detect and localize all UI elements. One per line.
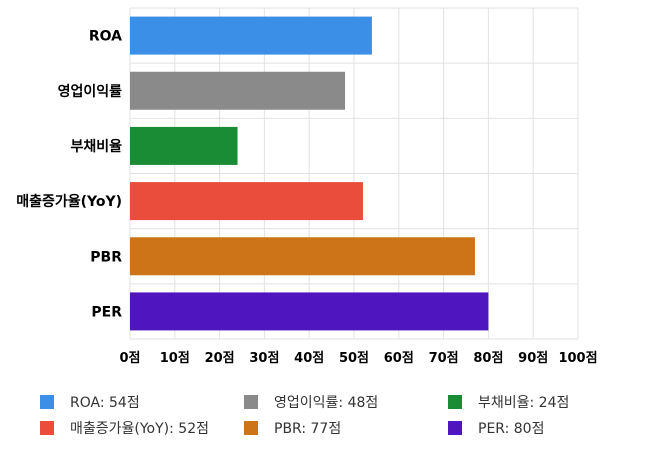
legend-swatch	[244, 395, 258, 409]
legend-item-roa: ROA: 54점	[40, 392, 244, 412]
bar	[130, 16, 372, 55]
x-tick-label: 0점	[119, 351, 140, 366]
x-tick-label: 90점	[518, 351, 548, 366]
bar	[130, 182, 363, 221]
x-tick-label: 60점	[384, 351, 414, 366]
legend-item-pbr: PBR: 77점	[244, 418, 448, 438]
category-label: 부채비율	[70, 138, 122, 155]
legend-label: 부채비율: 24점	[478, 395, 570, 411]
legend-item-debt-ratio: 부채비율: 24점	[448, 392, 638, 412]
category-label: 영업이익률	[58, 83, 123, 100]
bar	[130, 292, 489, 331]
x-tick-label: 10점	[160, 351, 190, 366]
bar	[130, 71, 346, 110]
x-tick-label: 20점	[205, 351, 235, 366]
legend-swatch	[448, 421, 462, 435]
legend-label: PBR: 77점	[274, 421, 342, 437]
x-tick-label: 40점	[294, 351, 324, 366]
x-tick-label: 70점	[429, 351, 459, 366]
x-tick-label: 100점	[558, 351, 597, 366]
legend-item-per: PER: 80점	[448, 418, 638, 438]
legend-swatch	[40, 395, 54, 409]
chart-legend: ROA: 54점 영업이익률: 48점 부채비율: 24점 매출증가율(YoY)…	[40, 392, 640, 438]
bar	[130, 237, 475, 276]
legend-item-operating-margin: 영업이익률: 48점	[244, 392, 448, 412]
legend-label: PER: 80점	[478, 421, 545, 437]
category-label: PER	[91, 304, 122, 320]
legend-label: 영업이익률: 48점	[274, 395, 379, 411]
legend-swatch	[244, 421, 258, 435]
category-label: PBR	[90, 249, 122, 265]
legend-item-revenue-growth: 매출증가율(YoY): 52점	[40, 418, 244, 438]
x-tick-label: 80점	[473, 351, 503, 366]
legend-swatch	[40, 421, 54, 435]
legend-swatch	[448, 395, 462, 409]
legend-label: 매출증가율(YoY): 52점	[70, 421, 209, 437]
x-tick-label: 50점	[339, 351, 369, 366]
legend-label: ROA: 54점	[70, 395, 140, 411]
category-label: ROA	[89, 29, 122, 45]
bar	[130, 126, 238, 165]
category-label: 매출증가율(YoY)	[16, 193, 122, 210]
x-tick-label: 30점	[249, 351, 279, 366]
